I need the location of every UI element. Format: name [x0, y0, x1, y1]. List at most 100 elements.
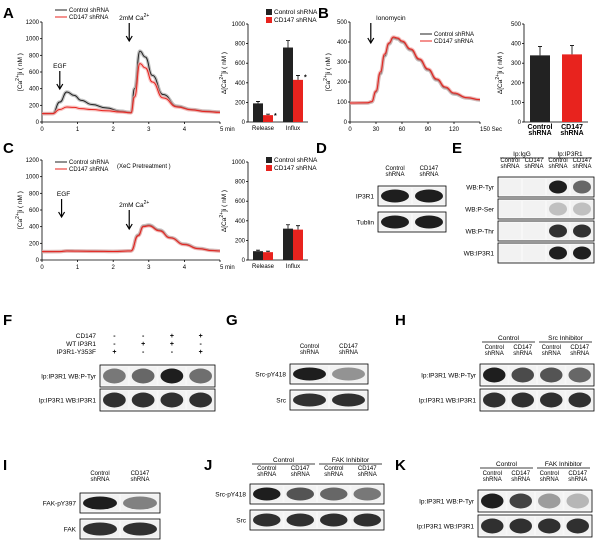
blot-F-condition-mark: -: [199, 341, 202, 348]
panel-label-c: C: [3, 140, 14, 157]
blot-G-lane-label: CD147 shRNA: [339, 344, 359, 356]
blot-J: Control shRNA CD147 shRNA Control shRNA CD147 s…: [215, 457, 385, 531]
C-trace-annotation: EGF: [57, 191, 70, 198]
A-bar-ytick-label: 0: [242, 120, 246, 126]
blot-K-band: [481, 493, 504, 509]
A-trace-arrow-head: [125, 35, 133, 43]
blot-E-frame: [497, 176, 595, 198]
C-bar-ytick-label: 200: [235, 238, 246, 244]
A-trace-ytick-label: 0: [36, 120, 40, 126]
A-trace-ytick-label: 1000: [26, 37, 40, 43]
blot-H-group-label: Control: [498, 335, 520, 342]
blot-I-band: [83, 522, 117, 536]
A-trace-ytick-label: 600: [29, 70, 40, 76]
blot-F-condition-mark: -: [113, 333, 116, 340]
blot-K-row-label: Ip:IP3R1 WB:IP3R1: [417, 524, 475, 531]
blot-K-band: [509, 518, 532, 534]
B-bar-bar: [562, 54, 582, 122]
C-bar-category-label: Release: [252, 264, 275, 270]
A-trace-xtick-label: 4: [183, 127, 187, 133]
A-bar-errorbar: [266, 113, 270, 116]
blot-K-lane-label: Control shRNA: [483, 471, 502, 483]
blot-K-band-bg: [564, 492, 591, 510]
blot-J-group-label: FAK Inhibitor: [332, 457, 370, 464]
panel-label-a: A: [3, 5, 14, 22]
C-trace-ytick-label: 1000: [26, 175, 40, 181]
A-bar-errorbar: [296, 75, 300, 80]
C-trace-legend-item: CD147 shRNA: [69, 167, 108, 173]
blot-J-band: [286, 487, 314, 501]
blot-D-band: [381, 215, 409, 229]
A-bar-ytick-label: 800: [235, 42, 246, 48]
C-trace-ytick-label: 0: [36, 258, 40, 264]
C-bar-legend-swatch: [266, 157, 272, 163]
C-bar-category-label: Influx: [286, 264, 300, 270]
B-trace-xtick-label: 0: [348, 127, 352, 133]
blot-K-band-bg: [536, 492, 563, 510]
C-bar-ytick-label: 400: [235, 219, 246, 225]
B-trace-ytick-label: 200: [337, 80, 348, 86]
blot-I-band: [83, 496, 117, 510]
A-bar-legend-item: Control shRNA: [274, 9, 318, 16]
C-trace-series-1: [41, 225, 221, 253]
blot-F-frame: [99, 364, 216, 388]
blot-G: Control shRNA CD147 shRNA Src-pY418 Src: [255, 344, 369, 411]
blot-E-band: [573, 202, 591, 216]
blot-J-band: [320, 487, 348, 501]
A-trace-arrow-head: [56, 83, 64, 91]
B-trace-xtick-label: 120: [449, 127, 460, 133]
B-bar-bar: [530, 55, 550, 122]
B-trace-ytick-label: 500: [337, 20, 348, 26]
A-bar-chart: 0 200 400 600 800 1000 Δ[Ca2+]i ( nM ) * Release…: [219, 9, 318, 132]
blot-E-band-bg: [499, 201, 521, 217]
panel-label-g: G: [226, 312, 238, 329]
panel-label-b: B: [318, 5, 329, 22]
B-trace-ytick-label: 400: [337, 40, 348, 46]
blot-J-band: [286, 513, 314, 527]
A-trace-xtick-label: 2: [112, 127, 116, 133]
C-bar-chart: 0 200 400 600 800 1000 Δ[Ca2+]i ( nM ) Release I…: [219, 157, 318, 270]
A-bar-ytick-label: 200: [235, 100, 246, 106]
A-bar-sig: *: [274, 113, 277, 120]
blot-E-frame: [497, 242, 595, 264]
blot-F-band: [160, 392, 184, 408]
B-trace-xtick-label: 90: [425, 127, 432, 133]
blot-J-lane-label: Control shRNA: [324, 466, 343, 478]
C-trace-chart: 0 200 400 600 800 1000 1200 0 1 2 3 4 5 min [Ca2+]i (…: [15, 158, 235, 271]
blot-H-band: [511, 367, 534, 383]
blot-K-row-label: Ip:IP3R1 WB:P-Tyr: [419, 499, 475, 506]
C-trace-xtick-label: 4: [183, 265, 187, 271]
blot-G-band: [293, 393, 326, 407]
A-bar-bar: [253, 103, 263, 122]
B-bar-ytick-label: 300: [511, 61, 522, 67]
B-trace-xtick-label: 30: [373, 127, 380, 133]
A-trace-series-1: [41, 63, 221, 115]
blot-K-band: [538, 518, 561, 534]
blot-F-band: [189, 368, 212, 384]
blot-F-condition-mark: +: [170, 341, 174, 348]
blot-H-frame: [479, 363, 595, 387]
C-bar-legend-swatch: [266, 165, 272, 171]
blot-D-band: [415, 189, 443, 203]
A-trace-ytick-label: 200: [29, 103, 40, 109]
blot-D-band: [381, 189, 409, 203]
blot-J-frame: [249, 483, 385, 505]
blot-E-lane-label: Control shRNA: [548, 158, 567, 170]
B-bar-ytick-label: 0: [518, 120, 522, 126]
blot-K: Control shRNA CD147 shRNA Control shRNA CD147 s…: [417, 461, 593, 538]
blot-J-row-label: Src-pY418: [215, 492, 246, 499]
C-bar-ytick-label: 0: [242, 258, 246, 264]
blot-E-lane-label: CD147 shRNA: [572, 158, 592, 170]
blot-E-frame: [497, 220, 595, 242]
blot-E-band: [573, 180, 591, 194]
blot-E-frame: [497, 198, 595, 220]
panel-label-e: E: [452, 140, 462, 157]
blot-E-band-bg: [499, 245, 521, 261]
B-trace-arrow-head: [367, 37, 375, 45]
panel-label-k: K: [395, 457, 406, 474]
A-trace-ytick-label: 800: [29, 53, 40, 59]
blot-H-lane-label: CD147 shRNA: [513, 345, 533, 357]
A-bar-ytick-label: 600: [235, 61, 246, 67]
